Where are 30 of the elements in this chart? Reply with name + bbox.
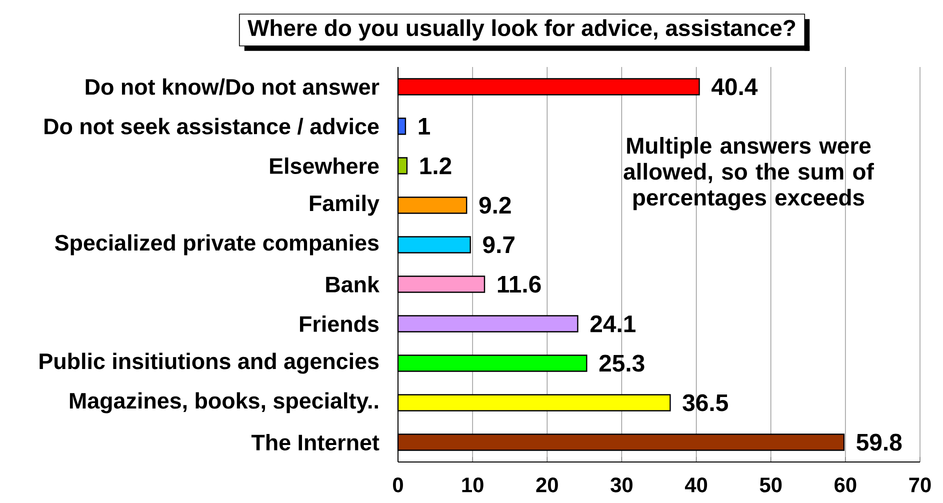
y-tick-label: Do not know/Do not answer — [86, 78, 380, 96]
x-tick-label: 10 — [462, 478, 484, 492]
x-tick-label: 70 — [909, 478, 931, 492]
data-label: 1 — [418, 118, 430, 134]
x-tick-label: 30 — [610, 478, 632, 492]
y-tick-label: Magazines, books, specialty.. — [70, 392, 378, 414]
data-label: 9.2 — [479, 196, 511, 214]
data-label: 1.2 — [420, 157, 452, 174]
x-tick-label: 0 — [393, 478, 403, 492]
y-tick-label: The Internet — [251, 434, 380, 450]
annotation: Multiple answers were allowed, so the sum of percentages exceeds — [624, 137, 874, 210]
y-tick-label: Public insitiutions and agencies — [40, 352, 379, 374]
data-label: 24.1 — [590, 315, 636, 332]
y-tick-label: Bank — [326, 276, 380, 292]
y-tick-label: Family — [310, 194, 380, 216]
y-tick-label: Do not seek assistance / advice — [44, 118, 379, 135]
x-tick-label: 60 — [834, 478, 856, 492]
data-label: 9.7 — [483, 236, 514, 254]
data-label: 59.8 — [856, 434, 902, 451]
data-label: 36.5 — [682, 394, 728, 412]
y-tick-label: Elsewhere — [270, 158, 379, 174]
x-tick-label: 40 — [684, 478, 708, 492]
data-label: 25.3 — [599, 354, 644, 372]
chart-title: Where do you usually look for advice, assistance? — [248, 19, 796, 41]
y-tick-label: Specialized private companies — [54, 234, 379, 256]
x-tick-label: 20 — [536, 478, 558, 492]
data-label: 40.4 — [712, 78, 758, 96]
y-tick-label: Friends — [300, 316, 379, 332]
x-tick-label: 50 — [760, 478, 782, 492]
data-label: 11.6 — [498, 276, 541, 293]
